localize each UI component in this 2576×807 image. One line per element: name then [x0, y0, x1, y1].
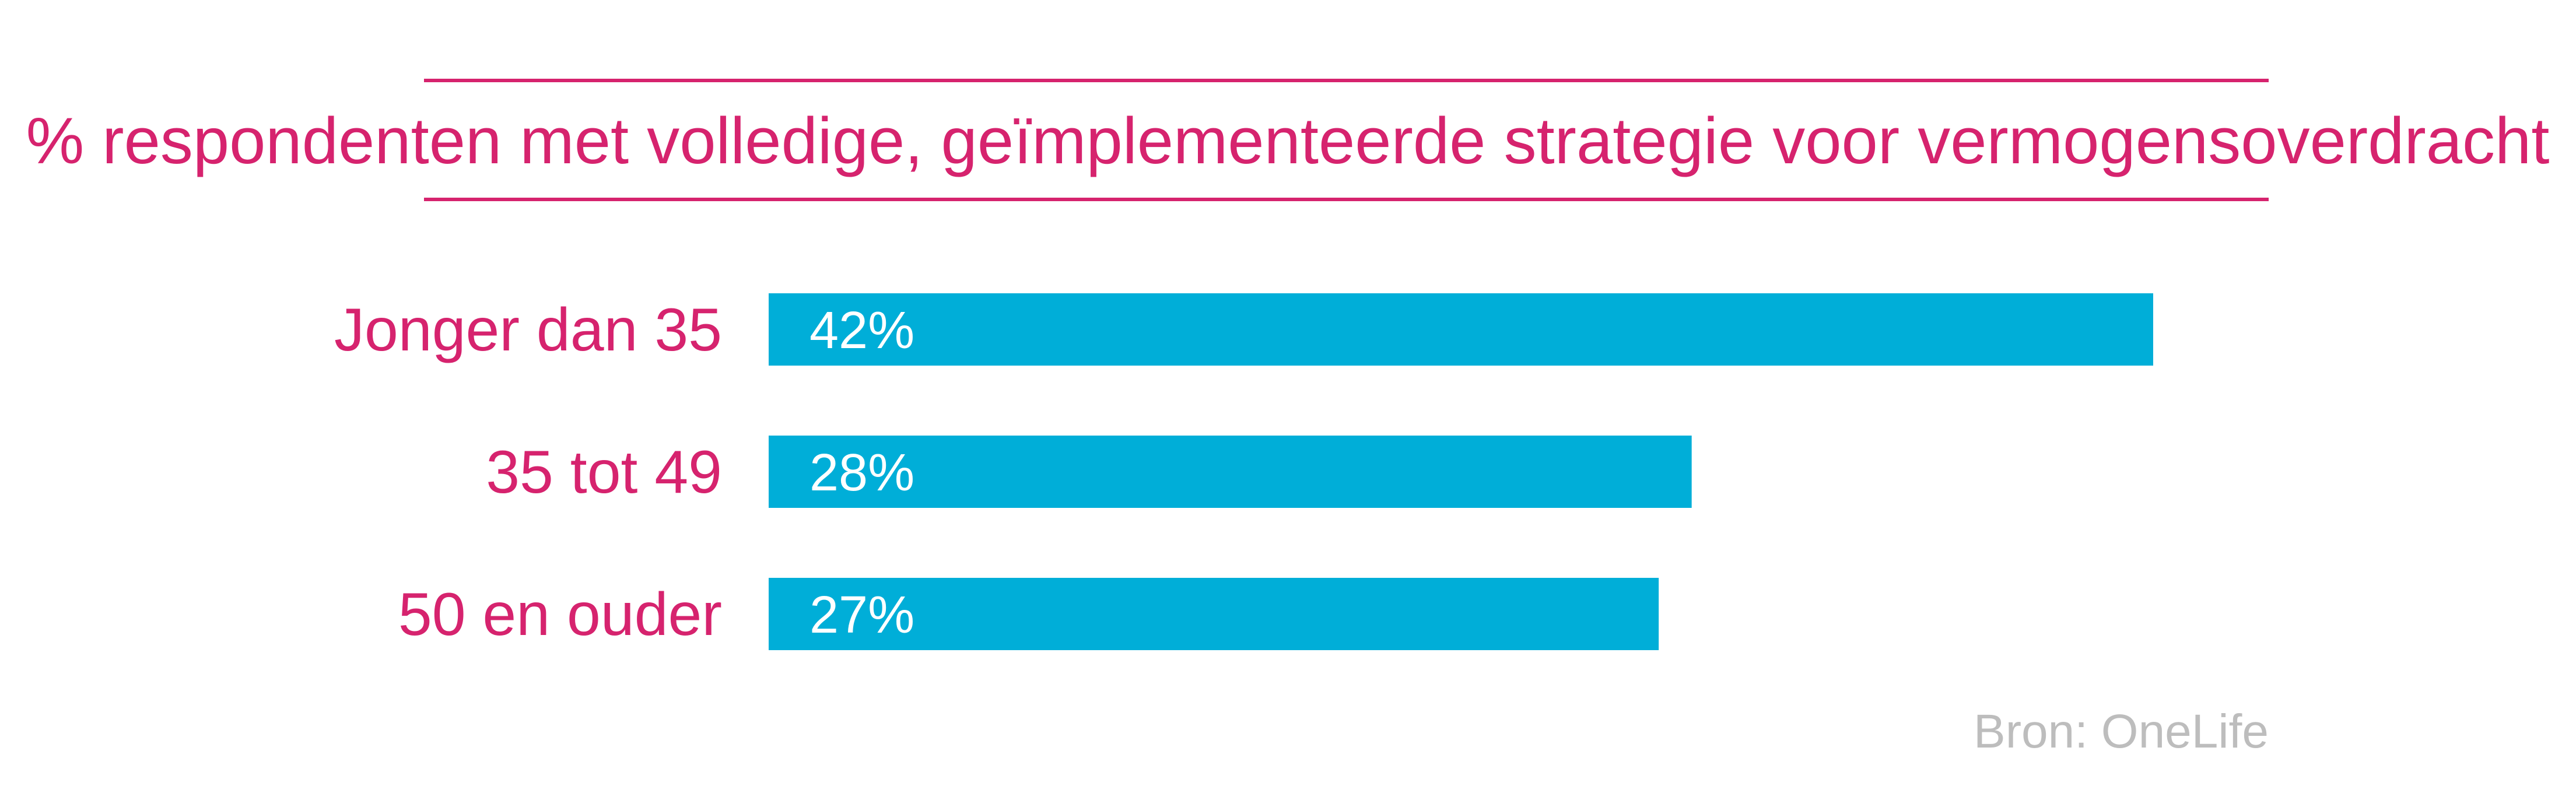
- source-note: Bron: OneLife: [1974, 705, 2269, 758]
- category-label-3: 50 en ouder: [398, 581, 722, 648]
- value-label-1: 42%: [809, 301, 914, 360]
- bar-3: [769, 578, 1659, 650]
- bar-1: [769, 293, 2153, 366]
- bar-2: [769, 436, 1692, 508]
- value-label-3: 27%: [809, 586, 914, 644]
- chart-title: % respondenten met volledige, geïmplemen…: [26, 104, 2550, 177]
- category-label-1: Jonger dan 35: [334, 296, 722, 364]
- value-label-2: 28%: [809, 444, 914, 502]
- category-label-2: 35 tot 49: [486, 438, 722, 506]
- bars-group: Jonger dan 35 42% 35 tot 49 28% 50 en ouder 2…: [334, 293, 2153, 650]
